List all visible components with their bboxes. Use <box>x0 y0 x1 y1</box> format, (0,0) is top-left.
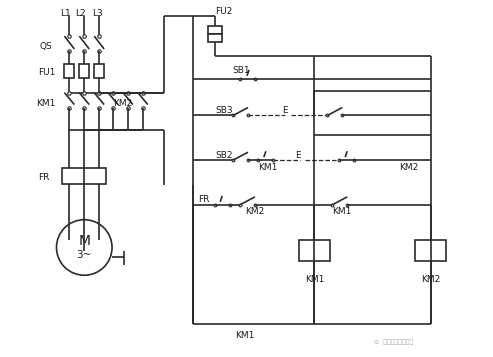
Bar <box>63 168 106 184</box>
Text: KM1: KM1 <box>305 275 324 284</box>
Bar <box>65 64 74 78</box>
Text: KM1: KM1 <box>258 162 277 172</box>
Text: KM1: KM1 <box>235 331 254 340</box>
Text: ⊙  电工技术知识学习: ⊙ 电工技术知识学习 <box>374 339 413 345</box>
Text: KM2: KM2 <box>421 275 440 284</box>
Circle shape <box>57 220 112 275</box>
Text: L3: L3 <box>92 9 103 18</box>
Text: E: E <box>296 151 301 160</box>
Text: L2: L2 <box>75 9 86 18</box>
Text: 3~: 3~ <box>76 250 92 260</box>
Bar <box>79 64 89 78</box>
Text: FR: FR <box>198 195 210 204</box>
Text: KM1: KM1 <box>35 99 55 108</box>
Text: FR: FR <box>37 172 49 181</box>
Text: KM1: KM1 <box>332 207 352 216</box>
Text: FU1: FU1 <box>37 68 55 77</box>
Bar <box>209 34 222 42</box>
Text: SB1: SB1 <box>232 66 250 75</box>
Text: KM2: KM2 <box>399 162 418 172</box>
Text: FU2: FU2 <box>215 7 233 16</box>
Text: KM2: KM2 <box>113 99 132 108</box>
Text: QS: QS <box>39 41 52 51</box>
Bar <box>415 240 447 261</box>
Bar <box>209 26 222 34</box>
Bar <box>299 240 330 261</box>
Text: KM2: KM2 <box>245 207 264 216</box>
Bar <box>94 64 104 78</box>
Text: M: M <box>78 233 90 247</box>
Text: L1: L1 <box>60 9 71 18</box>
Text: SB2: SB2 <box>215 151 233 160</box>
Text: SB3: SB3 <box>215 106 233 115</box>
Text: E: E <box>282 106 287 115</box>
